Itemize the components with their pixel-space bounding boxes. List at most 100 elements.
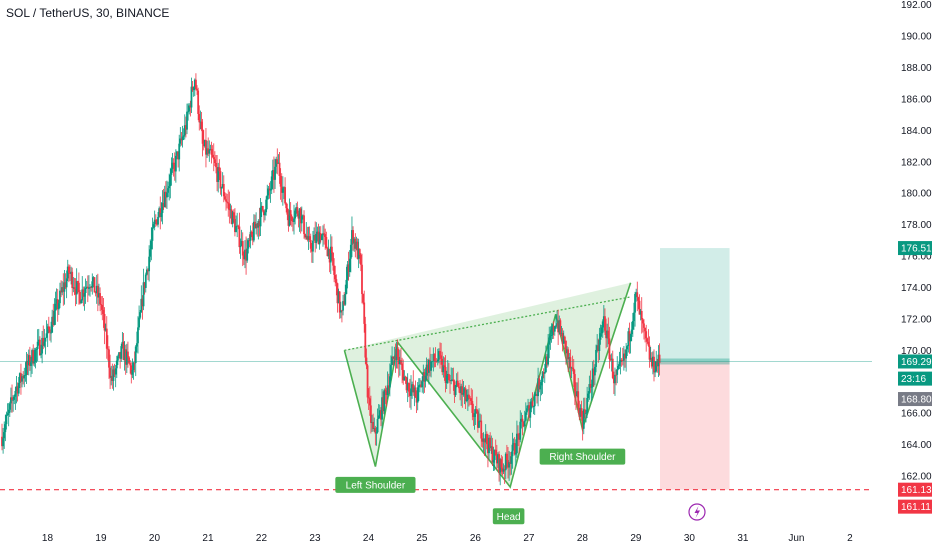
candle-body — [65, 278, 68, 288]
candle-body — [521, 418, 524, 422]
candle-body — [346, 264, 349, 280]
candle-body — [3, 432, 6, 439]
candle-body — [264, 212, 266, 216]
candle-body — [225, 199, 227, 202]
candle-body — [184, 125, 187, 130]
candle-body — [294, 210, 297, 219]
candle-body — [224, 196, 226, 200]
candle-body — [483, 438, 486, 443]
candle-body — [501, 467, 504, 472]
candle-body — [502, 469, 505, 472]
candle-body — [159, 208, 162, 218]
candle-body — [203, 140, 206, 147]
candle-body — [398, 360, 401, 365]
candle-body — [41, 337, 44, 354]
candle-body — [278, 162, 281, 176]
candle-body — [266, 195, 269, 200]
candle-body — [617, 365, 620, 370]
candle-body — [92, 277, 95, 282]
candle-body — [633, 312, 635, 322]
candle-body — [451, 379, 454, 381]
candle-body — [631, 321, 634, 330]
candle-body — [589, 384, 592, 388]
candle-body — [124, 349, 127, 365]
candle-body — [252, 221, 255, 241]
y-tick-label: 192.00 — [901, 0, 932, 11]
candle-body — [524, 412, 527, 421]
x-tick-label: 21 — [202, 533, 214, 544]
candle-body — [158, 208, 161, 217]
candle-body — [410, 388, 412, 396]
candle-body — [198, 113, 201, 123]
candle-body — [433, 353, 436, 361]
candle-body — [105, 328, 108, 349]
candle-body — [271, 170, 274, 177]
candle-body — [560, 332, 563, 334]
candle-body — [244, 249, 246, 260]
candle-body — [643, 323, 645, 328]
candle-body — [11, 397, 13, 400]
candle-body — [23, 375, 26, 379]
lightning-icon[interactable] — [688, 503, 706, 521]
candle-body — [417, 385, 420, 388]
candle-body — [54, 303, 57, 311]
y-tick-label: 170.00 — [901, 346, 932, 357]
candle-body — [497, 454, 499, 464]
candle-body — [16, 386, 19, 394]
candle-body — [469, 398, 471, 399]
candle-body — [209, 149, 212, 151]
candle-body — [604, 316, 606, 331]
candle-body — [500, 459, 503, 468]
candle-body — [234, 218, 236, 233]
x-tick-label: 22 — [256, 533, 268, 544]
candle-body — [102, 309, 105, 314]
candle-body — [80, 300, 83, 304]
candle-body — [248, 240, 251, 242]
candle-body — [310, 248, 313, 252]
candle-body — [566, 349, 568, 354]
position-tool-group — [660, 248, 730, 490]
candles-group — [1, 73, 661, 486]
candle-body — [135, 343, 138, 347]
price-pill-bg — [898, 371, 932, 386]
candle-body — [213, 159, 216, 164]
candle-body — [359, 255, 362, 265]
x-tick-label: 19 — [95, 533, 107, 544]
candle-body — [580, 408, 583, 417]
candle-body — [640, 310, 643, 320]
candle-body — [575, 391, 577, 396]
candle-body — [543, 372, 546, 374]
x-tick-label: 18 — [42, 533, 54, 544]
candle-body — [332, 252, 334, 266]
candle-body — [123, 349, 126, 361]
candle-body — [404, 376, 407, 378]
candle-body — [352, 230, 354, 244]
price-pill-bg — [898, 499, 932, 514]
price-pill-bg — [898, 241, 932, 256]
candle-body — [518, 434, 521, 440]
candle-body — [250, 231, 253, 235]
candle-body — [530, 401, 533, 409]
stop-zone — [660, 361, 730, 490]
candle-body — [247, 240, 250, 249]
candle-body — [281, 188, 284, 193]
candle-body — [624, 353, 626, 359]
candle-body — [53, 310, 56, 325]
candle-body — [299, 208, 302, 224]
candle-body — [148, 256, 151, 272]
candle-body — [400, 360, 402, 364]
pattern-label-0: Left Shoulder — [335, 476, 416, 493]
candle-body — [177, 151, 179, 160]
candle-body — [553, 326, 556, 332]
candle-body — [99, 293, 101, 305]
candle-body — [495, 455, 498, 464]
candle-body — [440, 355, 443, 359]
candle-body — [336, 283, 339, 304]
candle-body — [368, 398, 371, 406]
candle-body — [170, 168, 173, 175]
price-pill: 161.13 — [898, 482, 932, 497]
candle-body — [629, 334, 632, 342]
candle-body — [141, 298, 144, 307]
candle-body — [229, 209, 232, 211]
